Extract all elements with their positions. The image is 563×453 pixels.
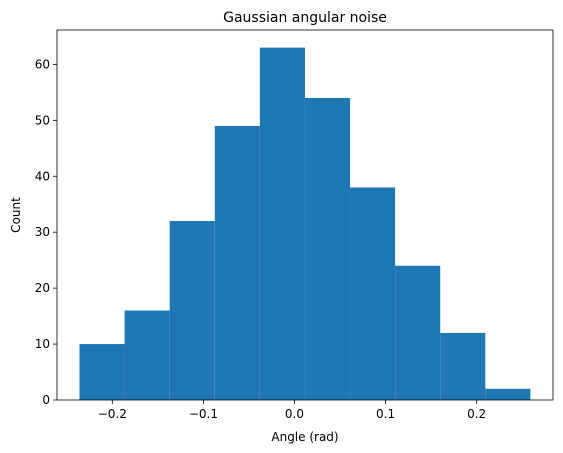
y-axis-label: Count <box>9 197 23 233</box>
histogram-bar <box>395 265 441 400</box>
x-axis-label: Angle (rad) <box>271 430 338 444</box>
histogram-bar <box>485 388 531 400</box>
y-tick-label: 60 <box>35 57 50 71</box>
histogram-bar <box>79 344 125 400</box>
histogram-bar <box>169 221 215 400</box>
histogram-bar <box>214 125 260 400</box>
y-tick-label: 40 <box>35 169 50 183</box>
y-tick-label: 50 <box>35 113 50 127</box>
x-tick-label: 0.0 <box>285 407 304 421</box>
histogram-bar <box>259 47 305 400</box>
y-tick-label: 10 <box>35 337 50 351</box>
plot-frame <box>56 29 554 401</box>
x-tick-label: 0.2 <box>467 407 486 421</box>
histogram-bar <box>304 97 351 401</box>
bars-group <box>79 47 531 401</box>
chart-title: Gaussian angular noise <box>223 10 387 26</box>
x-tick-label: −0.2 <box>98 407 127 421</box>
x-tick-label: −0.1 <box>189 407 218 421</box>
y-tick-label: 20 <box>35 281 50 295</box>
x-axis: −0.2 −0.1 0.0 0.1 0.2 <box>98 400 486 421</box>
y-axis: 0 10 20 30 40 50 60 <box>35 57 57 407</box>
y-tick-label: 30 <box>35 225 50 239</box>
y-tick-label: 0 <box>42 393 50 407</box>
x-tick-label: 0.1 <box>376 407 395 421</box>
histogram-bar <box>124 310 170 400</box>
histogram-bar <box>350 187 396 400</box>
histogram-bar <box>440 332 486 400</box>
